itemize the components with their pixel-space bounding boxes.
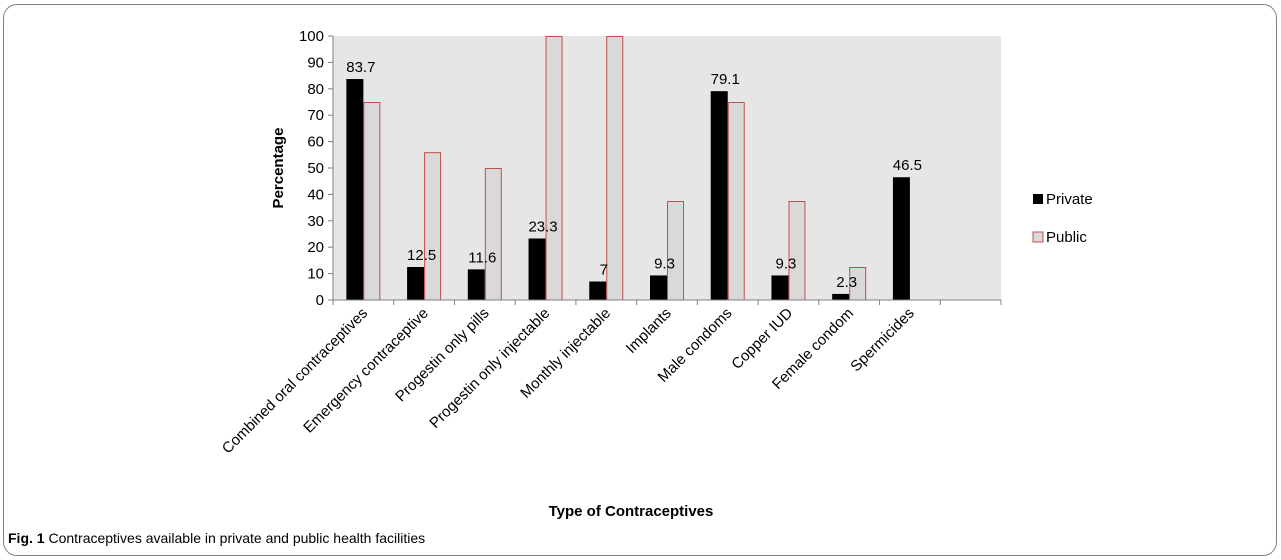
- legend-swatch: [1032, 231, 1044, 243]
- y-tick-label: 50: [307, 160, 324, 177]
- public-bar: [545, 36, 563, 301]
- y-tick-label: 100: [299, 28, 324, 45]
- public-bar: [484, 168, 502, 301]
- legend: Private Public: [1032, 191, 1093, 246]
- private-bar: [467, 269, 485, 300]
- public-bar: [606, 36, 624, 301]
- private-bar: [407, 267, 425, 300]
- legend-label: Private: [1046, 191, 1093, 208]
- private-bar: [528, 238, 546, 300]
- bars: [346, 36, 910, 301]
- figure-frame: [3, 4, 1277, 556]
- private-data-label: 9.3: [654, 255, 675, 272]
- legend-swatch: [1033, 194, 1043, 204]
- data-labels: 83.7 12.5 11.6 23.3 7 9.3 79.1 9.3 2.3 46.5: [346, 59, 922, 291]
- private-data-label: 83.7: [346, 59, 375, 76]
- y-axis-title: Percentage: [270, 128, 287, 209]
- y-tick-label: 20: [307, 239, 324, 256]
- y-tick-label: 70: [307, 107, 324, 124]
- public-bar: [727, 102, 745, 301]
- public-bar: [363, 102, 381, 301]
- private-data-label: 7: [600, 262, 608, 279]
- figure-caption: Fig. 1 Contraceptives available in priva…: [8, 530, 425, 546]
- private-bar: [771, 275, 789, 300]
- y-tick-label: 90: [307, 54, 324, 71]
- x-tick-label: Implants: [623, 305, 675, 357]
- private-data-label: 12.5: [407, 247, 436, 264]
- private-bar: [589, 281, 607, 300]
- private-bar: [892, 177, 910, 300]
- private-data-label: 46.5: [893, 157, 922, 174]
- caption-text: Contraceptives available in private and …: [48, 530, 426, 546]
- private-data-label: 23.3: [528, 218, 557, 235]
- private-data-label: 9.3: [776, 255, 797, 272]
- private-bar: [832, 293, 850, 300]
- y-tick-label: 80: [307, 81, 324, 98]
- private-bar: [710, 91, 728, 301]
- y-tick-label: 0: [316, 292, 324, 309]
- x-tick-label: Progestin only injectable: [426, 305, 553, 432]
- public-bar: [788, 201, 806, 301]
- private-data-label: 2.3: [836, 274, 857, 291]
- bar-chart: 0 10 20 30 40 50 60 70 80 90 100 Combined oral con…: [219, 28, 1093, 520]
- public-bar: [667, 201, 684, 301]
- caption-label: Fig. 1: [8, 530, 45, 546]
- y-tick-label: 40: [307, 186, 324, 203]
- y-tick-label: 10: [307, 266, 324, 283]
- private-data-label: 79.1: [711, 71, 740, 88]
- x-tick-label: Spermicides: [847, 305, 917, 375]
- private-bar: [346, 79, 364, 300]
- y-tick-label: 30: [307, 213, 324, 230]
- y-axis: 0 10 20 30 40 50 60 70 80 90 100: [299, 28, 334, 309]
- legend-label: Public: [1046, 229, 1087, 246]
- private-bar: [650, 275, 667, 300]
- private-data-label: 11.6: [468, 249, 496, 266]
- y-tick-label: 60: [307, 134, 324, 151]
- x-axis-title: Type of Contraceptives: [549, 503, 714, 520]
- public-bar: [424, 152, 442, 301]
- x-tick-label: Emergency contraceptive: [300, 305, 432, 437]
